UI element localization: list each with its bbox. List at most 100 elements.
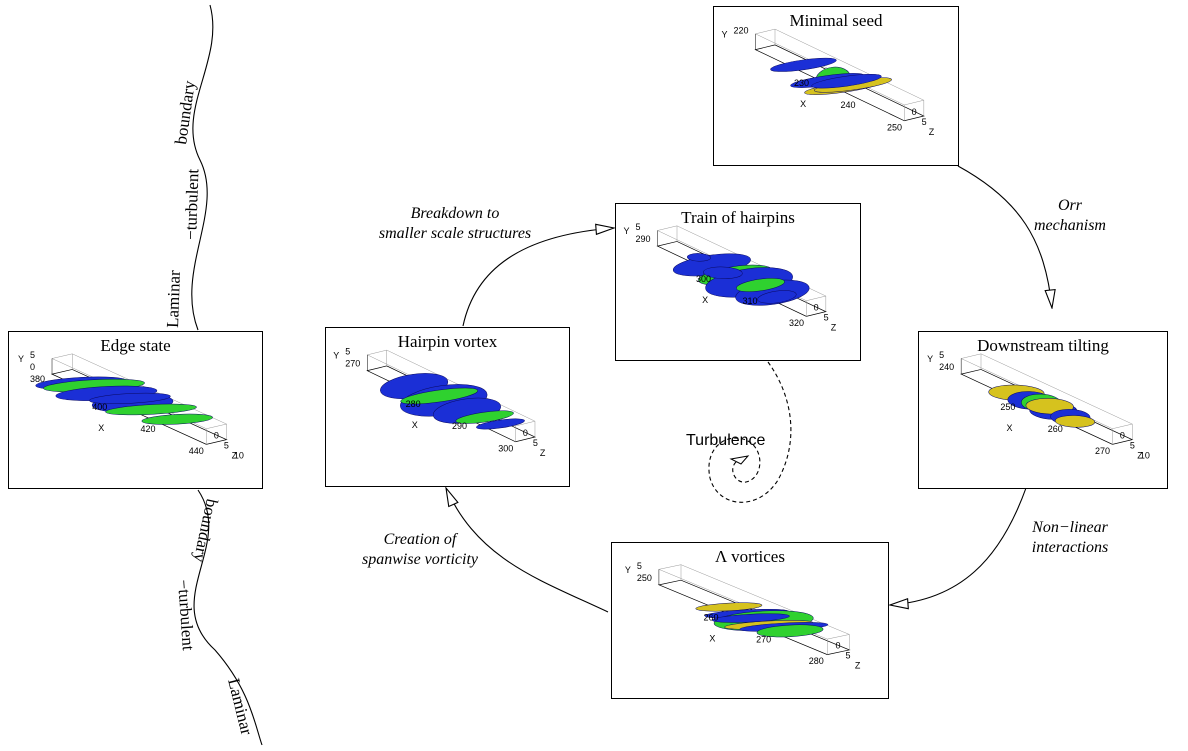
y-axis-label: Y xyxy=(721,30,727,40)
x-tick-label: 250 xyxy=(887,122,902,132)
panel-title: Λ vortices xyxy=(715,547,785,566)
z-tick-label: 5 xyxy=(533,438,538,448)
vortex-blob xyxy=(711,613,790,623)
z-axis-label: Z xyxy=(540,448,546,458)
x-tick-label: 300 xyxy=(696,274,711,284)
x-tick-label: 250 xyxy=(1000,402,1015,412)
x-tick-label: 280 xyxy=(809,656,824,666)
y-axis-label: Y xyxy=(927,354,933,364)
y-tick-label: 5 xyxy=(345,347,350,357)
x-tick-label: 270 xyxy=(756,634,771,644)
y-tick-label: 220 xyxy=(733,26,748,36)
vortex-blob xyxy=(703,266,743,279)
arrow-nonlinear xyxy=(890,487,1027,605)
arrow-orr xyxy=(957,165,1052,308)
x-tick-label: 400 xyxy=(92,402,107,412)
caption-spanwise-line1: Creation of xyxy=(383,531,457,548)
caption-spanwise: Creation of spanwise vorticity xyxy=(340,530,500,570)
z-axis-label: Z xyxy=(855,661,861,671)
vortex-blob xyxy=(756,624,824,638)
y-axis-label: Y xyxy=(623,226,629,236)
y-axis-label: Y xyxy=(333,351,339,361)
panel-title: Downstream tilting xyxy=(977,336,1109,355)
z-tick-label: 0 xyxy=(912,107,917,117)
panel-hairpin-vortex: Hairpin vortex 280 290 300 5 270 0 5 X Y Z xyxy=(325,327,570,487)
y-tick-label: 250 xyxy=(637,573,652,583)
y-tick-label: 5 xyxy=(637,561,642,571)
turbulence-spiral xyxy=(708,361,792,503)
panel-downstream-tilting: Downstream tilting 250 260 270 5 240 0 5 10 X Y Z xyxy=(918,331,1168,489)
panel-lambda-vortices: Λ vortices 260 270 280 5 250 0 5 X Y Z xyxy=(611,542,889,699)
caption-breakdown: Breakdown to smaller scale structures xyxy=(355,204,555,244)
caption-orr-line2: mechanism xyxy=(1034,217,1106,234)
z-tick-label: 5 xyxy=(224,440,229,450)
boundary-upper-word-2: −turbulent xyxy=(181,168,202,240)
x-tick-label: 290 xyxy=(452,421,467,431)
y-tick-label: 5 xyxy=(635,222,640,232)
vortex-blob xyxy=(105,403,197,416)
y-axis-label: Y xyxy=(18,354,24,364)
vortex-blob xyxy=(736,277,785,292)
vortex-blob xyxy=(455,410,514,424)
z-tick-label: 0 xyxy=(214,430,219,440)
z-axis-label: Z xyxy=(929,127,935,137)
x-axis-label: X xyxy=(800,99,806,109)
x-axis-label: X xyxy=(98,423,104,433)
caption-nonlinear: Non−linear interactions xyxy=(1000,518,1140,558)
panel-title: Minimal seed xyxy=(789,11,883,30)
y-tick-label: 270 xyxy=(345,359,360,369)
z-tick-label: 0 xyxy=(814,302,819,312)
vortex-blob xyxy=(770,57,837,72)
panel-title: Train of hairpins xyxy=(681,208,795,227)
panel-plot: 230 240 250 220 05 X Y Z xyxy=(721,26,935,137)
vortex-blob xyxy=(1054,415,1096,428)
panel-title: Edge state xyxy=(100,336,171,355)
caption-nonlinear-line2: interactions xyxy=(1031,539,1109,556)
x-tick-label: 440 xyxy=(189,446,204,456)
z-tick-label: 0 xyxy=(523,428,528,438)
x-axis-label: X xyxy=(412,420,418,430)
z-tick-label: 5 xyxy=(1130,440,1135,450)
x-tick-label: 420 xyxy=(140,424,155,434)
z-tick-label: 10 xyxy=(1140,450,1150,460)
vortex-blob xyxy=(89,392,171,405)
caption-breakdown-line2: smaller scale structures xyxy=(378,225,532,242)
panel-title: Hairpin vortex xyxy=(397,332,498,351)
caption-breakdown-line1: Breakdown to xyxy=(410,205,500,222)
z-tick-label: 0 xyxy=(1120,430,1125,440)
z-axis-label: Z xyxy=(1137,450,1143,460)
x-tick-label: 260 xyxy=(704,613,719,623)
y-tick-label: 0 xyxy=(30,362,35,372)
z-tick-label: 10 xyxy=(234,450,244,460)
y-axis-label: Y xyxy=(625,565,631,575)
panel-train-hairpins: Train of hairpins 300 310 320 5 290 0 5 X Y Z xyxy=(615,203,861,361)
x-tick-label: 260 xyxy=(1048,424,1063,434)
x-axis-label: X xyxy=(702,295,708,305)
vortex-blob xyxy=(687,253,711,262)
x-tick-label: 270 xyxy=(1095,446,1110,456)
boundary-lower-word-2: −turbulent xyxy=(174,579,198,651)
caption-orr: Orr mechanism xyxy=(1000,196,1140,236)
boundary-lower-word-3: Laminar xyxy=(224,676,256,737)
panel-minimal-seed: Minimal seed 230 240 250 220 0 5 X Y Z xyxy=(713,6,959,166)
vortex-blob xyxy=(811,74,882,89)
y-tick-label: 5 xyxy=(939,350,944,360)
vortex-blob xyxy=(141,413,213,425)
vortex-blob xyxy=(757,290,797,304)
y-tick-label: 290 xyxy=(635,234,650,244)
x-tick-label: 230 xyxy=(794,78,809,88)
boundary-curve-lower xyxy=(193,489,263,746)
turbulence-arrow-head xyxy=(729,455,750,465)
arrow-spanwise xyxy=(446,488,609,613)
z-tick-label: 5 xyxy=(922,117,927,127)
z-axis-label: Z xyxy=(831,322,837,332)
x-tick-label: 310 xyxy=(743,296,758,306)
z-tick-label: 5 xyxy=(824,312,829,322)
boundary-upper-word-1: Laminar xyxy=(163,270,184,329)
